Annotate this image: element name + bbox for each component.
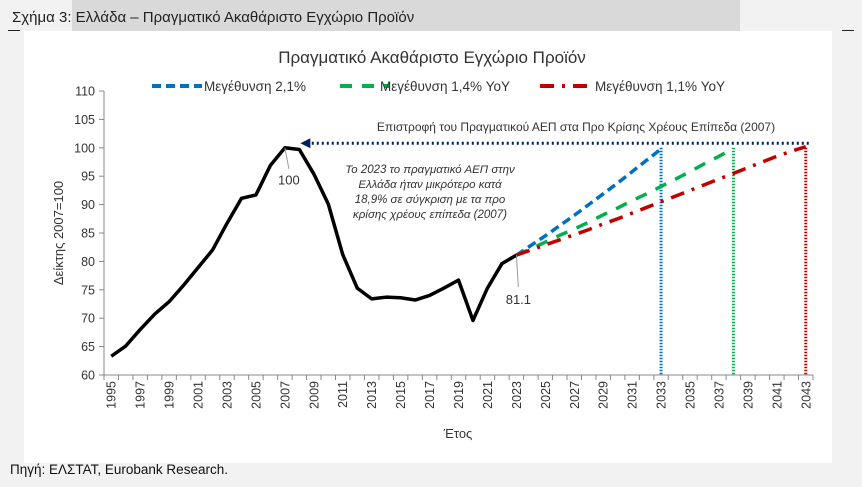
y-axis-label: Δείκτης 2007=100 xyxy=(51,181,66,285)
x-tick-label: 2011 xyxy=(336,381,350,408)
x-tick-label: 2013 xyxy=(365,381,379,409)
x-tick-label: 2003 xyxy=(220,381,234,409)
x-tick-label: 2033 xyxy=(655,381,669,409)
y-tick-label: 65 xyxy=(81,340,95,354)
legend-label: Μεγέθυνση 1,1% YoY xyxy=(595,79,725,94)
x-tick-label: 2005 xyxy=(249,381,263,409)
x-tick-label: 2021 xyxy=(481,381,495,409)
figure-title: Σχήμα 3: Ελλάδα – Πραγματικό Ακαθάριστο … xyxy=(12,9,415,26)
x-tick-label: 2031 xyxy=(626,381,640,409)
arrow-head-icon xyxy=(300,138,311,149)
x-tick-label: 2037 xyxy=(712,381,726,409)
note-line: Το 2023 το πραγματικό ΑΕΠ στην xyxy=(345,164,515,176)
x-tick-label: 2043 xyxy=(799,381,813,409)
y-tick-label: 85 xyxy=(81,227,95,241)
x-tick-label: 2039 xyxy=(741,381,755,409)
y-tick-label: 105 xyxy=(74,113,95,127)
return-line-label: Επιστροφή του Πραγματικού ΑΕΠ στα Προ Κρ… xyxy=(377,120,775,134)
x-tick-label: 2025 xyxy=(539,381,553,409)
y-tick-label: 60 xyxy=(81,369,95,383)
y-tick-label: 110 xyxy=(75,85,95,99)
leader-line xyxy=(515,255,519,287)
x-tick-label: 2001 xyxy=(192,381,206,409)
leader-line xyxy=(284,147,290,169)
chart-card xyxy=(24,31,832,463)
y-tick-label: 100 xyxy=(74,141,95,155)
x-tick-label: 2029 xyxy=(597,381,611,409)
y-tick-label: 80 xyxy=(81,255,95,269)
y-tick-label: 70 xyxy=(81,312,95,326)
note-line: 18,9% σε σύγκριση με τα προ xyxy=(355,194,506,206)
x-tick-label: 2023 xyxy=(510,381,524,409)
chart-title: Πραγματικό Ακαθάριστο Εγχώριο Προϊόν xyxy=(278,48,586,67)
x-tick-label: 2015 xyxy=(394,381,408,409)
rule-right xyxy=(842,30,854,31)
x-axis-label: Έτος xyxy=(443,426,473,441)
projection-line xyxy=(515,144,807,257)
projection-line xyxy=(515,147,663,257)
x-tick-label: 1997 xyxy=(134,381,148,409)
legend: Μεγέθυνση 2,1% Μεγέθυνση 1,4% YoY Μεγέθυνσ… xyxy=(152,79,725,94)
x-tick-label: 2019 xyxy=(452,381,466,409)
x-tick-label: 2017 xyxy=(423,381,437,409)
x-tick-label: 1995 xyxy=(105,381,119,409)
projection-line xyxy=(515,146,735,257)
rule-left xyxy=(8,30,20,31)
legend-label: Μεγέθυνση 2,1% xyxy=(204,79,306,94)
note-line: κρίσης χρέους επίπεδα (2007) xyxy=(353,209,507,221)
y-tick-label: 75 xyxy=(81,283,95,297)
peak-label: 100 xyxy=(278,173,300,188)
x-tick-label: 2007 xyxy=(278,381,292,409)
y-tick-label: 95 xyxy=(81,170,95,184)
source-note: Πηγή: ΕΛΣΤΑΤ, Eurobank Research. xyxy=(10,462,228,477)
legend-label: Μεγέθυνση 1,4% YoY xyxy=(380,79,510,94)
x-tick-label: 2027 xyxy=(568,381,582,409)
x-tick-label: 1999 xyxy=(163,381,177,409)
x-tick-label: 2009 xyxy=(307,381,321,409)
last-value-label: 81.1 xyxy=(506,292,531,307)
title-band xyxy=(72,0,740,31)
historical-line xyxy=(110,146,518,358)
x-tick-label: 2035 xyxy=(684,381,698,409)
note-line: Ελλάδα ήταν μικρότερο κατά xyxy=(358,179,502,191)
x-tick-label: 2041 xyxy=(770,381,784,409)
y-tick-label: 90 xyxy=(81,198,95,212)
